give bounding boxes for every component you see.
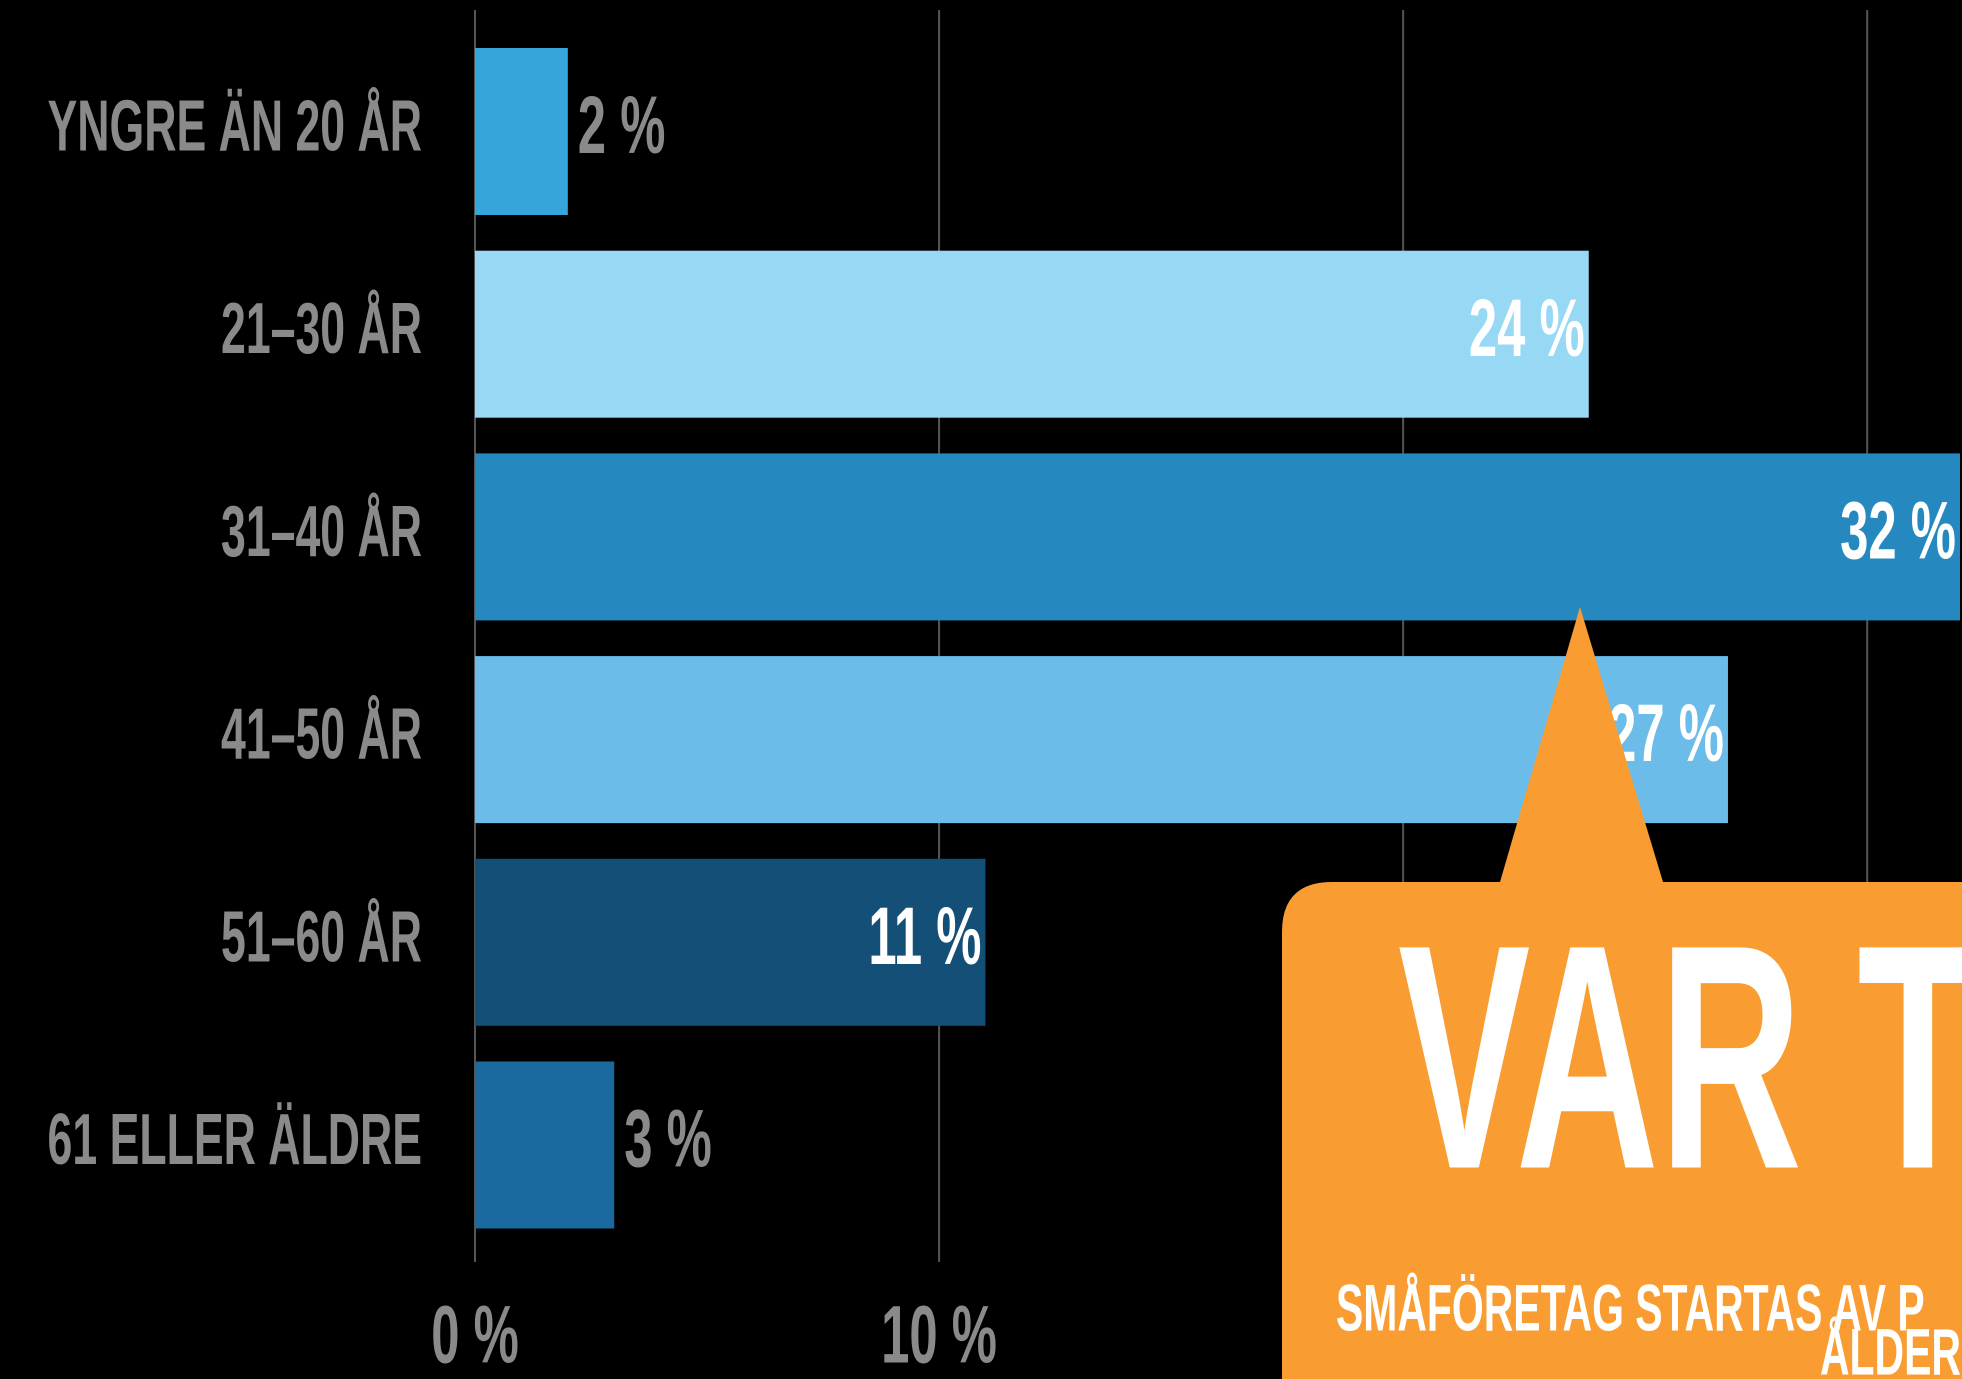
callout-title: VAR TR — [1398, 879, 1962, 1236]
value-label: 32 % — [1840, 485, 1956, 576]
x-tick-label: 10 % — [881, 1289, 997, 1379]
bar — [475, 656, 1728, 824]
bar — [475, 453, 1960, 621]
bar — [475, 858, 986, 1026]
bar — [475, 48, 568, 215]
category-label: 61 ELLER ÄLDRE — [48, 1099, 422, 1180]
category-label: 51–60 ÅR — [221, 896, 422, 977]
bar — [475, 250, 1589, 418]
value-label: 2 % — [578, 80, 666, 171]
callout-subtitle: SMÅFÖRETAG STARTAS AV P — [1336, 1270, 1925, 1345]
callout-subtitle-2: ÅLDER — [1820, 1314, 1961, 1379]
category-label: 31–40 ÅR — [221, 491, 422, 572]
value-label: 24 % — [1469, 283, 1585, 374]
x-tick-label: 0 % — [431, 1289, 519, 1379]
category-label: YNGRE ÄN 20 ÅR — [48, 86, 422, 167]
bar — [475, 1061, 615, 1229]
category-label: 41–50 ÅR — [221, 694, 422, 775]
value-label: 11 % — [868, 891, 981, 982]
callout — [1282, 607, 1962, 1379]
value-label: 3 % — [624, 1093, 712, 1184]
category-label: 21–30 ÅR — [221, 288, 422, 369]
